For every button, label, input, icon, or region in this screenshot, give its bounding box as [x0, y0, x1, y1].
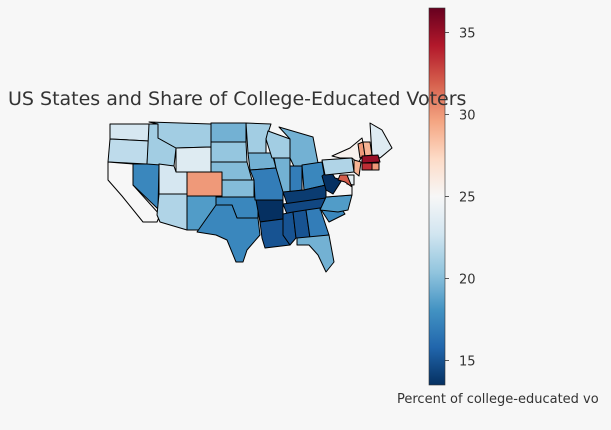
map-title: US States and Share of College-Educated … [8, 88, 467, 110]
state-tx [196, 204, 261, 263]
state-ar [255, 199, 284, 223]
state-md [337, 174, 353, 188]
state-nj [353, 159, 362, 177]
colorbar-tick-label: 35 [459, 27, 476, 42]
state-fl [296, 234, 335, 273]
state-ct [361, 162, 373, 171]
state-nh [362, 141, 373, 157]
colorbar-tick-label: 25 [459, 191, 476, 206]
states-layer [107, 121, 393, 273]
colorbar: 15 20 25 30 35 [428, 7, 476, 386]
state-pa [321, 157, 355, 176]
state-ma [361, 154, 381, 164]
state-in [289, 165, 303, 193]
state-wa [109, 123, 150, 142]
state-wy [175, 146, 212, 173]
state-sd [210, 141, 248, 163]
colorbar-tick-label: 30 [459, 109, 476, 124]
state-mn [245, 122, 272, 154]
colorbar-label: Percent of college-educated vo [397, 392, 599, 407]
state-ms [282, 211, 297, 246]
state-co [186, 171, 223, 197]
state-nd [210, 122, 247, 143]
state-or [107, 138, 150, 165]
state-az [156, 193, 188, 231]
colorbar-gradient [428, 7, 446, 386]
state-ks [221, 179, 255, 198]
colorbar-tick-label: 20 [459, 272, 476, 287]
colorbar-tick-label: 15 [459, 354, 476, 369]
state-ri [371, 162, 380, 171]
state-me [369, 122, 393, 159]
